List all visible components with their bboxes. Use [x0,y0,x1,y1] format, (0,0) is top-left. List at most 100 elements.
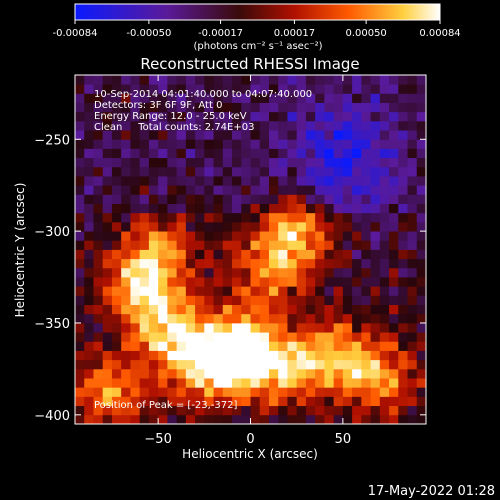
heatmap-cell [213,414,224,425]
heatmap-cell [241,322,251,333]
heatmap-cell [268,322,279,333]
heatmap-cell [185,258,196,269]
heatmap-cell [75,396,85,407]
heatmap-cell [379,139,390,149]
heatmap-cell [84,341,94,351]
heatmap-cell [102,194,113,204]
heatmap-cell [195,378,205,388]
heatmap-cell [342,322,353,333]
heatmap-cell [333,286,344,296]
heatmap-cell [232,84,242,94]
heatmap-cell [222,378,233,388]
heatmap-cell [361,322,371,333]
heatmap-cell [121,387,131,397]
heatmap-cell [75,84,85,94]
heatmap-cell [342,120,353,131]
heatmap-cell [111,277,122,287]
heatmap-cell [407,258,418,269]
heatmap-cell [75,93,85,103]
heatmap-cell [213,84,224,94]
heatmap-cell [139,221,150,232]
heatmap-cell [93,277,104,287]
heatmap-cell [398,258,408,269]
heatmap-cell [305,368,316,379]
heatmap-cell [139,157,150,168]
heatmap-cell [222,359,233,370]
heatmap-cell [361,414,371,425]
heatmap-cell [84,84,94,94]
heatmap-cell [102,157,113,168]
heatmap-cell [333,332,344,342]
heatmap-cell [268,120,279,131]
heatmap-cell [130,157,141,168]
heatmap-cell [389,350,399,361]
heatmap-cell [352,313,362,324]
heatmap-cell [213,75,224,85]
heatmap-cell [111,203,122,214]
heatmap-cell [102,414,113,425]
heatmap-cell [278,231,288,241]
heatmap-cell [259,350,270,361]
heatmap-cell [204,157,214,168]
heatmap-cell [268,350,279,361]
heatmap-cell [389,378,399,388]
heatmap-cell [222,295,233,306]
heatmap-cell [416,148,427,159]
heatmap-cell [204,341,214,351]
heatmap-cell [379,313,390,324]
heatmap-cell [259,93,270,103]
heatmap-cell [342,350,353,361]
heatmap-cell [398,304,408,315]
heatmap-cell [259,75,270,85]
heatmap-cell [139,396,150,407]
heatmap-cell [195,322,205,333]
heatmap-cell [250,378,261,388]
heatmap-cell [148,350,159,361]
heatmap-cell [296,212,307,223]
heatmap-cell [148,359,159,370]
heatmap-cell [195,102,205,113]
heatmap-cell [139,368,150,379]
heatmap-cell [398,148,408,159]
heatmap-cell [121,120,131,131]
heatmap-cell [93,130,104,140]
heatmap-cell [102,368,113,379]
heatmap-cell [315,176,325,186]
heatmap-cell [148,221,159,232]
heatmap-cell [259,387,270,397]
heatmap-cell [232,332,242,342]
heatmap-cell [139,414,150,425]
heatmap-cell [305,378,316,388]
heatmap-cells [75,75,427,425]
heatmap-cell [102,378,113,388]
heatmap-cell [222,157,233,168]
heatmap-cell [130,221,141,232]
heatmap-cell [93,120,104,131]
heatmap-cell [342,221,353,232]
heatmap-cell [315,203,325,214]
heatmap-cell [102,240,113,250]
heatmap-cell [296,176,307,186]
heatmap-cell [416,139,427,149]
heatmap-cell [370,194,381,204]
heatmap-cell [185,139,196,149]
heatmap-cell [75,414,85,425]
heatmap-cell [315,130,325,140]
heatmap-cell [268,130,279,140]
heatmap-cell [352,405,362,416]
heatmap-cell [250,304,261,315]
heatmap-cell [111,378,122,388]
heatmap-cell [102,139,113,149]
heatmap-cell [213,332,224,342]
heatmap-cell [176,102,187,113]
heatmap-cell [324,368,335,379]
heatmap-cell [361,286,371,296]
heatmap-cell [158,304,168,315]
heatmap-cell [158,322,168,333]
heatmap-cell [333,102,344,113]
heatmap-cell [121,130,131,140]
heatmap-cell [195,84,205,94]
heatmap-cell [222,341,233,351]
heatmap-cell [195,249,205,260]
heatmap-cell [139,130,150,140]
